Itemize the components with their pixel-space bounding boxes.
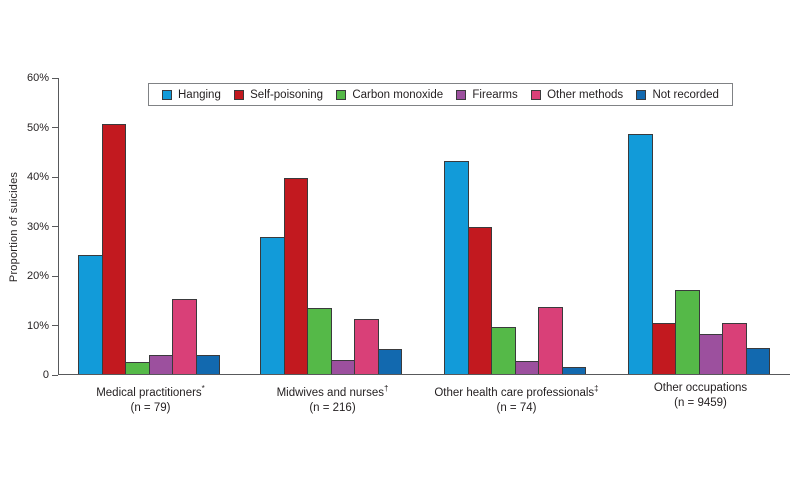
x-category-n: (n = 79) xyxy=(130,401,171,414)
bar-group-midwives-and-nurses xyxy=(260,78,407,374)
bar-hanging xyxy=(444,160,469,374)
bar-carbon-monoxide xyxy=(675,290,700,374)
x-category-label: Other occupations (n = 9459) xyxy=(591,381,800,411)
y-tick-label: 20% xyxy=(26,270,49,282)
y-tick-label: 0 xyxy=(42,369,49,381)
bar-other-methods xyxy=(354,319,379,374)
y-tick-mark xyxy=(52,374,58,376)
bar-not-recorded xyxy=(745,347,770,374)
x-category-label: Medical practitioners* (n = 79) xyxy=(41,381,261,416)
x-category-label: Other health care professionals‡ (n = 74) xyxy=(407,381,627,416)
bar-carbon-monoxide xyxy=(491,327,516,374)
footnote-marker: * xyxy=(201,384,205,393)
legend-swatch-icon xyxy=(234,89,245,100)
bar-self-poisoning xyxy=(651,323,676,374)
legend-item-carbon-monoxide: Carbon monoxide xyxy=(336,89,443,101)
y-tick-mark xyxy=(52,127,58,128)
y-tick-mark xyxy=(52,226,58,227)
x-category-name: Medical practitioners* xyxy=(96,384,205,399)
bar-self-poisoning xyxy=(101,124,126,374)
legend-label: Hanging xyxy=(178,88,221,101)
y-tick-label: 40% xyxy=(26,171,49,183)
bar-other-methods xyxy=(172,299,197,374)
footnote-marker: † xyxy=(383,384,389,393)
bar-other-methods xyxy=(722,322,747,374)
x-category-n: (n = 216) xyxy=(309,401,356,414)
bar-hanging xyxy=(260,236,285,374)
bar-other-methods xyxy=(538,307,563,374)
legend-swatch-icon xyxy=(456,89,467,100)
x-category-n: (n = 74) xyxy=(496,401,537,414)
y-tick-mark xyxy=(52,275,58,277)
bar-hanging xyxy=(78,255,103,374)
bar-not-recorded xyxy=(195,355,220,374)
legend-item-hanging: Hanging xyxy=(162,89,221,101)
y-tick-mark xyxy=(52,77,58,79)
bar-self-poisoning xyxy=(283,177,308,374)
legend-item-firearms: Firearms xyxy=(456,88,518,101)
plot-area: 60% 50% 40% 30% 20% 10% 0 xyxy=(27,72,790,381)
bar-group-other-occupations xyxy=(628,78,775,374)
bar-firearms xyxy=(148,355,173,374)
legend-label: Other methods xyxy=(547,88,624,101)
bar-firearms xyxy=(514,360,539,374)
legend-swatch-icon xyxy=(336,89,347,100)
y-tick-label: 10% xyxy=(26,319,49,332)
bar-not-recorded xyxy=(377,348,402,374)
x-category-name: Midwives and nurses† xyxy=(276,384,389,399)
x-category-label: Midwives and nurses† (n = 216) xyxy=(223,381,443,416)
x-category-n: (n = 9459) xyxy=(674,397,727,409)
bar-hanging xyxy=(628,133,653,374)
bar-group-medical-practitioners xyxy=(78,78,225,374)
legend-item-not-recorded: Not recorded xyxy=(636,88,719,101)
y-tick-label: 30% xyxy=(26,220,49,233)
legend-swatch-icon xyxy=(531,89,542,100)
x-category-name: Other health care professionals‡ xyxy=(434,384,599,399)
legend-item-self-poisoning: Self-poisoning xyxy=(234,89,323,101)
legend-label: Self-poisoning xyxy=(250,88,324,101)
bar-not-recorded xyxy=(561,367,586,374)
bar-carbon-monoxide xyxy=(307,307,332,374)
bar-firearms xyxy=(330,360,355,374)
x-category-name: Other occupations xyxy=(653,382,748,394)
legend-label: Not recorded xyxy=(652,88,719,101)
legend-label: Firearms xyxy=(472,88,518,101)
y-tick-label: 50% xyxy=(26,121,49,134)
bar-firearms xyxy=(698,334,723,374)
legend-swatch-icon xyxy=(162,89,172,100)
legend-swatch-icon xyxy=(636,89,647,100)
y-tick-mark xyxy=(52,325,58,326)
legend-label: Carbon monoxide xyxy=(352,88,444,101)
bar-self-poisoning xyxy=(467,227,492,374)
legend-item-other-methods: Other methods xyxy=(531,89,623,101)
bar-group-other-health-care-professionals xyxy=(444,78,591,374)
legend: Hanging Self-poisoning Carbon monoxide Fire… xyxy=(148,83,733,106)
y-tick-label: 60% xyxy=(26,72,49,84)
bar-carbon-monoxide xyxy=(125,361,150,374)
footnote-marker: ‡ xyxy=(594,384,599,393)
y-tick-mark xyxy=(52,176,58,178)
